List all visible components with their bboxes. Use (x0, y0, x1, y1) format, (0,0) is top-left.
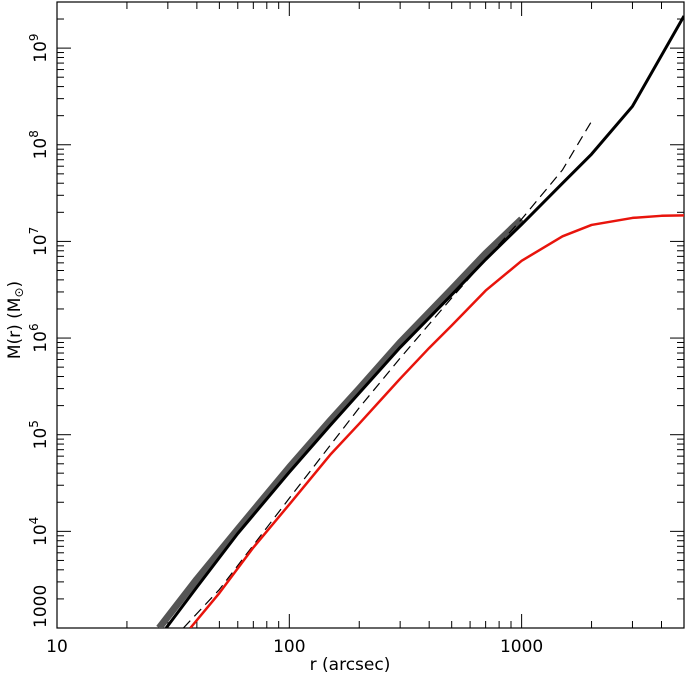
y-tick-label: 1000 (31, 585, 51, 628)
y-tick-base: 10 (31, 234, 51, 256)
y-tick-exponent: 6 (27, 323, 41, 331)
x-tick-label: 1000 (500, 637, 543, 657)
series-lines (156, 15, 684, 628)
y-axis-title-text: M(r) (M (5, 298, 25, 360)
x-tick-labels: 10 100 1000 (46, 637, 543, 657)
plot-frame (56, 1, 685, 629)
y-tick-exponent: 4 (27, 517, 41, 525)
y-tick-base: 10 (31, 331, 51, 353)
y-tick-base: 10 (31, 138, 51, 160)
x-tick-label: 100 (273, 637, 305, 657)
y-tick-base: 1000 (31, 585, 51, 628)
y-tick-label: 107 (27, 227, 51, 256)
x-tick-label: 10 (46, 637, 68, 657)
y-axis-title: M(r) (M⊙) (5, 281, 26, 359)
x-axis-title: r (arcsec) (310, 655, 391, 675)
y-tick-exponent: 9 (27, 33, 41, 41)
y-tick-exponent: 7 (27, 227, 41, 235)
series-line-2 (164, 15, 684, 628)
y-tick-exponent: 8 (27, 130, 41, 138)
y-tick-label: 105 (27, 420, 51, 449)
y-tick-exponent: 5 (27, 420, 41, 428)
plot-area-border (56, 1, 685, 629)
axis-ticks (56, 1, 685, 629)
series-line-3 (182, 120, 593, 628)
y-tick-label: 104 (27, 517, 51, 546)
series-line-1 (156, 216, 525, 628)
y-axis-title-sun-symbol: ⊙ (12, 287, 26, 297)
y-axis-title-close: ) (5, 281, 25, 288)
y-tick-base: 10 (31, 428, 51, 450)
y-tick-base: 10 (31, 524, 51, 546)
y-tick-base: 10 (31, 41, 51, 63)
y-tick-label: 109 (27, 33, 51, 62)
series-line-4 (189, 214, 684, 628)
y-tick-label: 106 (27, 323, 51, 352)
y-tick-label: 108 (27, 130, 51, 159)
